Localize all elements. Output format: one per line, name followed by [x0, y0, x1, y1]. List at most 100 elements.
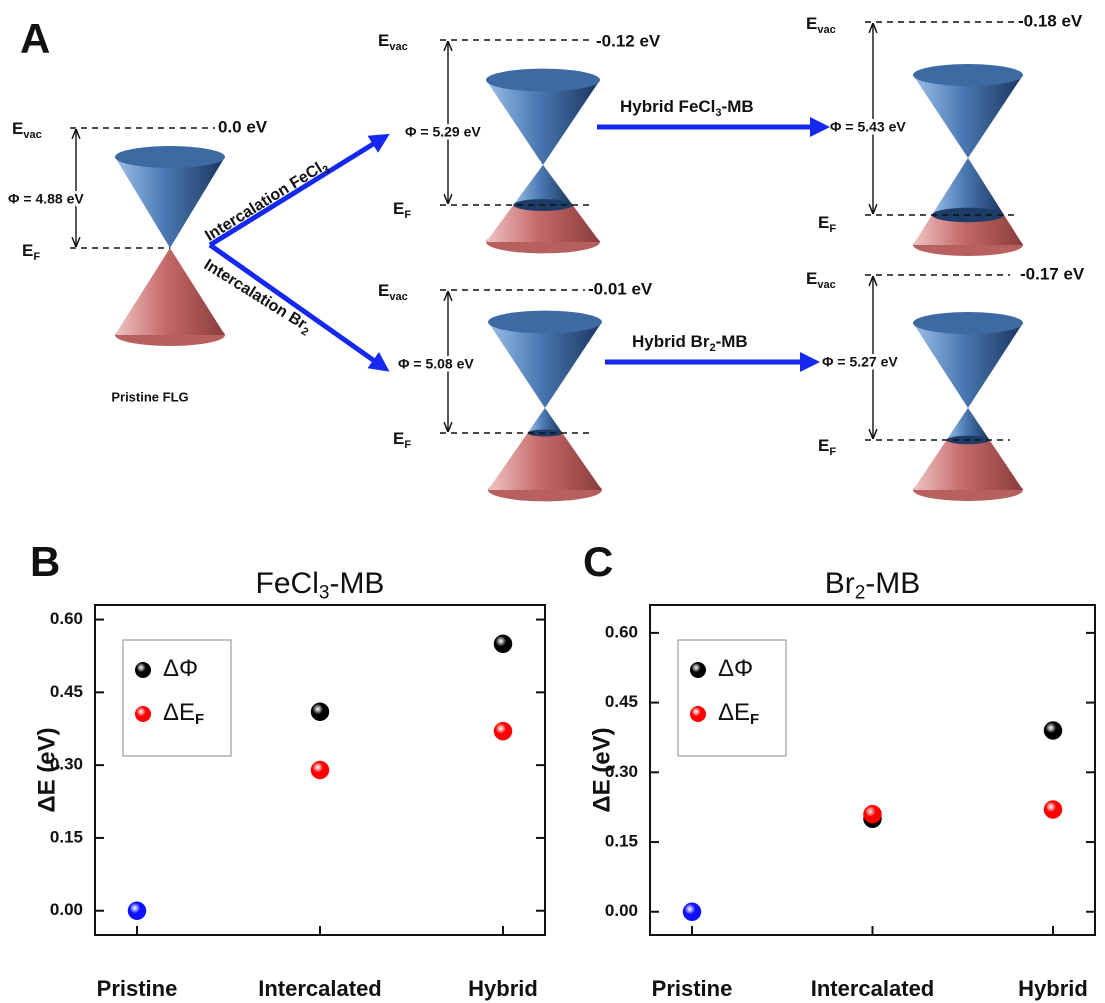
empty-states	[931, 158, 1005, 215]
chart-title-tail: -MB	[865, 567, 920, 600]
data-point	[682, 902, 702, 922]
work-function-label: Φ = 5.29 eV	[405, 124, 481, 140]
data-point	[127, 901, 147, 920]
legend-box	[122, 639, 232, 757]
fermi-level-label: EF	[818, 213, 836, 234]
vacuum-level-label-sub: vac	[817, 279, 835, 291]
process-label: Intercalation FeCl3	[202, 157, 332, 247]
conduction-cone	[488, 322, 602, 408]
legend-label: ΔEF	[718, 699, 759, 728]
vacuum-level-label: Evac	[806, 269, 836, 290]
vacuum-level-value: -0.01 eV	[588, 279, 653, 298]
data-point	[863, 804, 882, 824]
conduction-cone	[486, 80, 600, 165]
y-tick-label: 0.00	[605, 901, 638, 920]
vacuum-level-label-main: E	[806, 14, 817, 33]
vacuum-level-label-main: E	[378, 31, 389, 50]
vacuum-level-value: -0.17 eV	[1020, 264, 1085, 283]
valence-cone	[913, 408, 1023, 490]
panel-label: A	[20, 15, 50, 62]
y-axis-label: ΔE (eV)	[33, 727, 60, 812]
fermi-level-label-main: E	[393, 199, 404, 218]
vacuum-level-value: -0.18 eV	[1018, 11, 1083, 30]
process-label-sub: 2	[299, 325, 311, 338]
vacuum-level-label: Evac	[378, 281, 408, 302]
fermi-level-label-main: E	[393, 429, 404, 448]
legend-label: ΔΦ	[163, 655, 198, 682]
valence-cone	[488, 408, 602, 490]
dirac-cone	[115, 146, 225, 346]
dirac-cone	[913, 64, 1023, 256]
data-point	[310, 760, 330, 780]
chart-title: FeCl3-MB	[256, 567, 385, 604]
x-tick-label: Hybrid	[468, 976, 538, 1001]
fermi-level-label: EF	[393, 199, 411, 220]
process-label-sub: 2	[709, 342, 715, 354]
vacuum-level-value: -0.12 eV	[596, 31, 661, 50]
legend-label-main: ΔE	[163, 699, 195, 726]
empty-states	[513, 165, 573, 205]
legend-label-main: ΔE	[718, 699, 750, 726]
legend-marker	[135, 662, 151, 678]
legend-label-main: ΔΦ	[163, 655, 198, 682]
fermi-level-label-main: E	[818, 213, 829, 232]
fermi-level-label: EF	[22, 241, 40, 262]
legend-box	[677, 639, 787, 757]
panel-label: B	[30, 538, 60, 585]
x-tick-label: Hybrid	[1018, 976, 1088, 1001]
fermi-level-label-sub: F	[33, 251, 40, 263]
fermi-level-label-main: E	[818, 436, 829, 455]
y-tick-label: 0.45	[605, 692, 638, 711]
data-point	[310, 702, 330, 722]
chart-title-sub: 2	[855, 583, 866, 604]
fermi-level-label-sub: F	[829, 446, 836, 458]
y-axis-label: ΔE (eV)	[588, 727, 615, 812]
dirac-cone	[486, 68, 600, 254]
conduction-cone	[913, 75, 1023, 158]
vacuum-level-label-sub: vac	[389, 291, 407, 303]
y-tick-label: 0.15	[605, 832, 638, 851]
cone-top	[913, 312, 1023, 334]
fermi-level-label-sub: F	[829, 223, 836, 235]
process-label-sub: 3	[715, 107, 721, 119]
cone-top	[488, 310, 602, 334]
x-tick-label: Intercalated	[811, 976, 935, 1001]
legend-label-sub: F	[195, 711, 204, 728]
process-label-main: Hybrid Br	[632, 332, 710, 351]
legend-label: ΔEF	[163, 699, 204, 728]
legend-label-main: ΔΦ	[718, 655, 753, 682]
fermi-level-label-main: E	[22, 241, 33, 260]
empty-states	[946, 408, 990, 440]
process-label-main: Hybrid FeCl	[620, 97, 715, 116]
legend-marker	[690, 706, 706, 722]
data-point	[1043, 800, 1063, 819]
vacuum-level-value: 0.0 eV	[218, 117, 268, 136]
work-function-label: Φ = 5.08 eV	[398, 356, 474, 372]
process-label-main: Intercalation Br	[201, 257, 310, 334]
dirac-cone	[913, 312, 1023, 501]
vacuum-level-label-main: E	[806, 269, 817, 288]
cone-top	[115, 146, 225, 168]
plot-frame	[94, 604, 546, 936]
conduction-cone	[115, 157, 225, 248]
process-label-tail: -MB	[716, 332, 748, 351]
data-point	[493, 721, 513, 741]
y-tick-label: 0.60	[605, 622, 638, 641]
cone-top	[913, 64, 1023, 86]
data-point	[493, 634, 513, 654]
valence-cone	[115, 248, 225, 335]
chart-title-main: Br	[825, 567, 855, 600]
process-label: Hybrid FeCl3-MB	[620, 97, 754, 118]
dirac-cone	[488, 310, 602, 502]
y-tick-label: 0.30	[50, 755, 83, 774]
vacuum-level-label-main: E	[378, 281, 389, 300]
chart-title-sub: 3	[319, 583, 330, 604]
fermi-level-label-sub: F	[404, 439, 411, 451]
fermi-level-label-sub: F	[404, 209, 411, 221]
process-label-sub: 3	[321, 163, 333, 176]
y-tick-label: 0.00	[50, 900, 83, 919]
plot-frame	[649, 604, 1096, 936]
chart-title-main: FeCl	[256, 567, 319, 600]
cone-top	[486, 68, 600, 92]
x-tick-label: Pristine	[652, 976, 733, 1001]
